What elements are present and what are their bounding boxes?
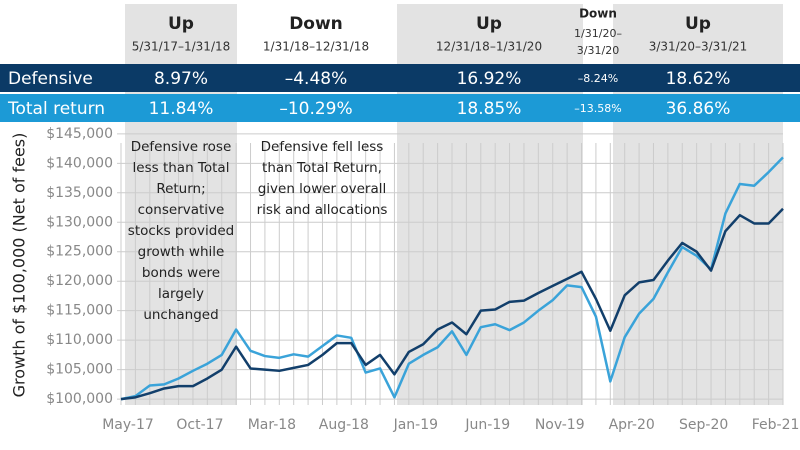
annotation: less than Total: [133, 160, 230, 176]
y-tick-label: $105,000: [46, 362, 113, 378]
period-direction: Down: [579, 7, 617, 21]
annotation: unchanged: [143, 307, 218, 323]
period-direction: Up: [476, 14, 502, 34]
y-tick-label: $125,000: [46, 244, 113, 260]
x-tick-label: Feb-21: [752, 417, 800, 433]
period-return: –8.24%: [578, 72, 618, 85]
x-tick-label: Aug-18: [319, 417, 369, 433]
x-tick-label: Mar-18: [248, 417, 296, 433]
series-line: [120, 207, 784, 401]
period-return: –4.48%: [285, 69, 348, 89]
x-tick-label: May-17: [102, 417, 154, 433]
period-return: 8.97%: [154, 69, 208, 89]
annotation: Return;: [156, 181, 205, 197]
y-axis-label: Growth of $100,000 (Net of fees): [10, 133, 29, 398]
annotation: given lower overall: [258, 181, 387, 197]
period-range: 12/31/18–1/31/20: [436, 40, 542, 54]
annotation: growth while: [138, 244, 225, 260]
period-direction: Up: [685, 14, 711, 34]
defensive-row: [0, 64, 800, 92]
annotation: largely: [158, 286, 204, 302]
x-tick-label: Nov-19: [535, 417, 585, 433]
annotation: risk and allocations: [257, 202, 388, 218]
x-tick-label: Jun-19: [464, 417, 510, 433]
series-line: [120, 156, 784, 401]
y-tick-label: $100,000: [46, 391, 113, 407]
period-return: –13.58%: [574, 102, 621, 115]
period-return: 16.92%: [457, 69, 522, 89]
row-label: Defensive: [8, 69, 93, 89]
period-return: 18.62%: [666, 69, 731, 89]
period-return: 36.86%: [666, 99, 731, 119]
period-range: 1/31/20–: [574, 27, 622, 40]
row-label: Total return: [7, 99, 105, 119]
annotation: Defensive rose: [131, 139, 232, 155]
period-range: 3/31/20: [577, 44, 619, 57]
x-tick-label: Oct-17: [176, 417, 223, 433]
period-direction: Down: [289, 14, 343, 34]
y-tick-label: $140,000: [46, 155, 113, 171]
annotation: conservative: [138, 202, 225, 218]
period-range: 3/31/20–3/31/21: [649, 40, 748, 54]
x-tick-label: Apr-20: [609, 417, 655, 433]
annotation: bonds were: [142, 265, 220, 281]
annotation: stocks provided: [128, 223, 234, 239]
x-tick-label: Sep-20: [679, 417, 728, 433]
y-tick-label: $120,000: [46, 273, 113, 289]
y-tick-label: $115,000: [46, 303, 113, 319]
y-tick-label: $110,000: [46, 332, 113, 348]
annotation: than Total Return,: [262, 160, 382, 176]
x-tick-label: Jan-19: [393, 417, 438, 433]
period-range: 5/31/17–1/31/18: [132, 40, 231, 54]
period-return: –10.29%: [279, 99, 352, 119]
y-tick-label: $130,000: [46, 214, 113, 230]
period-return: 18.85%: [457, 99, 522, 119]
period-return: 11.84%: [149, 99, 214, 119]
annotation: Defensive fell less: [261, 139, 384, 155]
period-range: 1/31/18–12/31/18: [263, 40, 369, 54]
period-direction: Up: [168, 14, 194, 34]
y-tick-label: $135,000: [46, 185, 113, 201]
total-return-row: [0, 94, 800, 122]
y-tick-label: $145,000: [46, 126, 113, 142]
